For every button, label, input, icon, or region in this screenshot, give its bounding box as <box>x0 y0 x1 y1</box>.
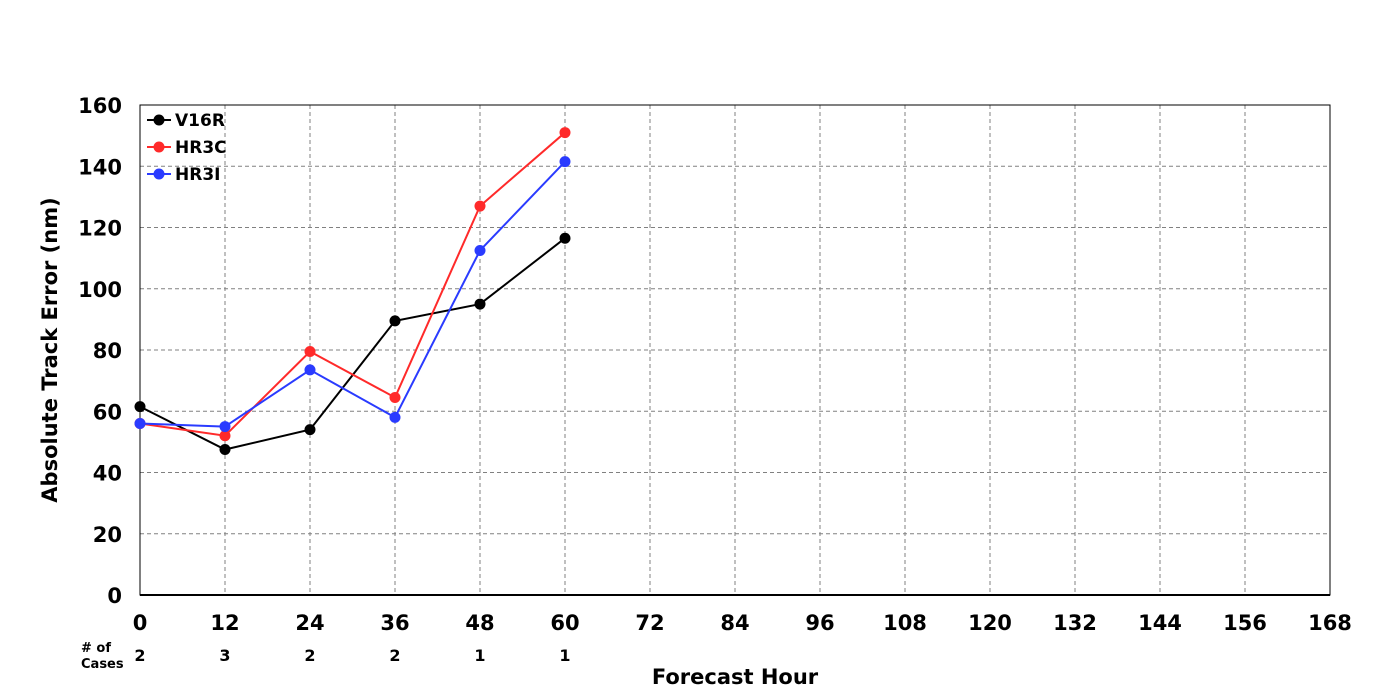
x-tick-labels: 0 12 24 36 48 60 72 84 96 108 120 132 144 156 168 <box>133 611 1352 635</box>
data-point-v16r <box>134 401 146 413</box>
y-tick-label: 160 <box>78 94 122 118</box>
y-tick-label: 80 <box>93 339 122 363</box>
y-tick-labels: 0 20 40 60 80 100 120 140 160 <box>78 94 122 608</box>
cases-label-line2: Cases <box>81 657 124 672</box>
x-tick-label: 72 <box>635 611 664 635</box>
y-tick-label: 60 <box>93 400 122 424</box>
y-tick-label: 0 <box>107 584 122 608</box>
series-v16r <box>134 232 571 456</box>
series-hr3i <box>134 156 571 433</box>
legend-entry-hr3c: HR3C <box>147 138 227 158</box>
x-tick-label: 12 <box>210 611 239 635</box>
legend-entry-hr3i: HR3I <box>147 165 220 185</box>
series-line-hr3c <box>139 131 566 437</box>
data-point-hr3i <box>559 156 571 168</box>
data-point-v16r <box>304 424 316 436</box>
cases-count: 1 <box>474 646 485 665</box>
data-point-hr3i <box>304 364 316 376</box>
y-tick-label: 120 <box>78 217 122 241</box>
series-layer <box>134 127 571 456</box>
y-tick-label: 140 <box>78 155 122 179</box>
data-point-hr3i <box>474 244 486 256</box>
y-tick-label: 20 <box>93 523 122 547</box>
cases-label-line1: # of <box>81 641 111 656</box>
x-tick-label: 0 <box>133 611 148 635</box>
data-point-hr3i <box>134 418 146 429</box>
legend: V16R HR3C HR3I <box>147 111 227 185</box>
x-tick-label: 144 <box>1138 611 1182 635</box>
cases-count: 2 <box>389 646 400 665</box>
x-tick-label: 108 <box>883 611 927 635</box>
series-line-v16r <box>139 237 566 451</box>
data-point-v16r <box>559 232 571 244</box>
legend-marker-v16r <box>153 114 165 126</box>
x-tick-label: 48 <box>465 611 494 635</box>
cases-count: 2 <box>134 646 145 665</box>
cases-count: 3 <box>219 646 230 665</box>
data-point-hr3c <box>474 200 486 212</box>
data-point-hr3i <box>219 421 231 433</box>
cases-row: # of Cases 2 3 2 2 1 1 <box>81 641 571 672</box>
legend-label-v16r: V16R <box>175 111 225 131</box>
x-tick-label: 120 <box>968 611 1012 635</box>
data-point-hr3c <box>219 430 231 442</box>
x-tick-label: 168 <box>1308 611 1352 635</box>
legend-entry-v16r: V16R <box>147 111 225 131</box>
data-point-hr3c <box>559 127 571 139</box>
legend-marker-hr3c <box>153 141 165 153</box>
data-point-hr3i <box>389 411 401 423</box>
x-tick-label: 24 <box>295 611 324 635</box>
grid-layer <box>140 105 1330 595</box>
y-tick-label: 40 <box>93 462 122 486</box>
legend-label-hr3c: HR3C <box>175 138 227 158</box>
x-tick-label: 132 <box>1053 611 1097 635</box>
x-tick-label: 60 <box>550 611 579 635</box>
cases-count: 2 <box>304 646 315 665</box>
y-tick-label: 100 <box>78 278 122 302</box>
data-point-v16r <box>389 315 401 327</box>
x-tick-label: 96 <box>805 611 834 635</box>
series-line-hr3i <box>139 160 566 428</box>
x-axis-title: Forecast Hour <box>652 665 819 689</box>
data-point-v16r <box>219 444 231 456</box>
x-tick-label: 36 <box>380 611 409 635</box>
data-point-hr3c <box>389 391 401 403</box>
y-axis-title: Absolute Track Error (nm) <box>38 197 62 502</box>
legend-label-hr3i: HR3I <box>175 165 220 185</box>
data-point-hr3c <box>304 346 316 358</box>
data-point-v16r <box>474 298 486 310</box>
legend-marker-hr3i <box>153 168 165 180</box>
x-tick-label: 84 <box>720 611 749 635</box>
cases-count: 1 <box>559 646 570 665</box>
x-tick-label: 156 <box>1223 611 1267 635</box>
